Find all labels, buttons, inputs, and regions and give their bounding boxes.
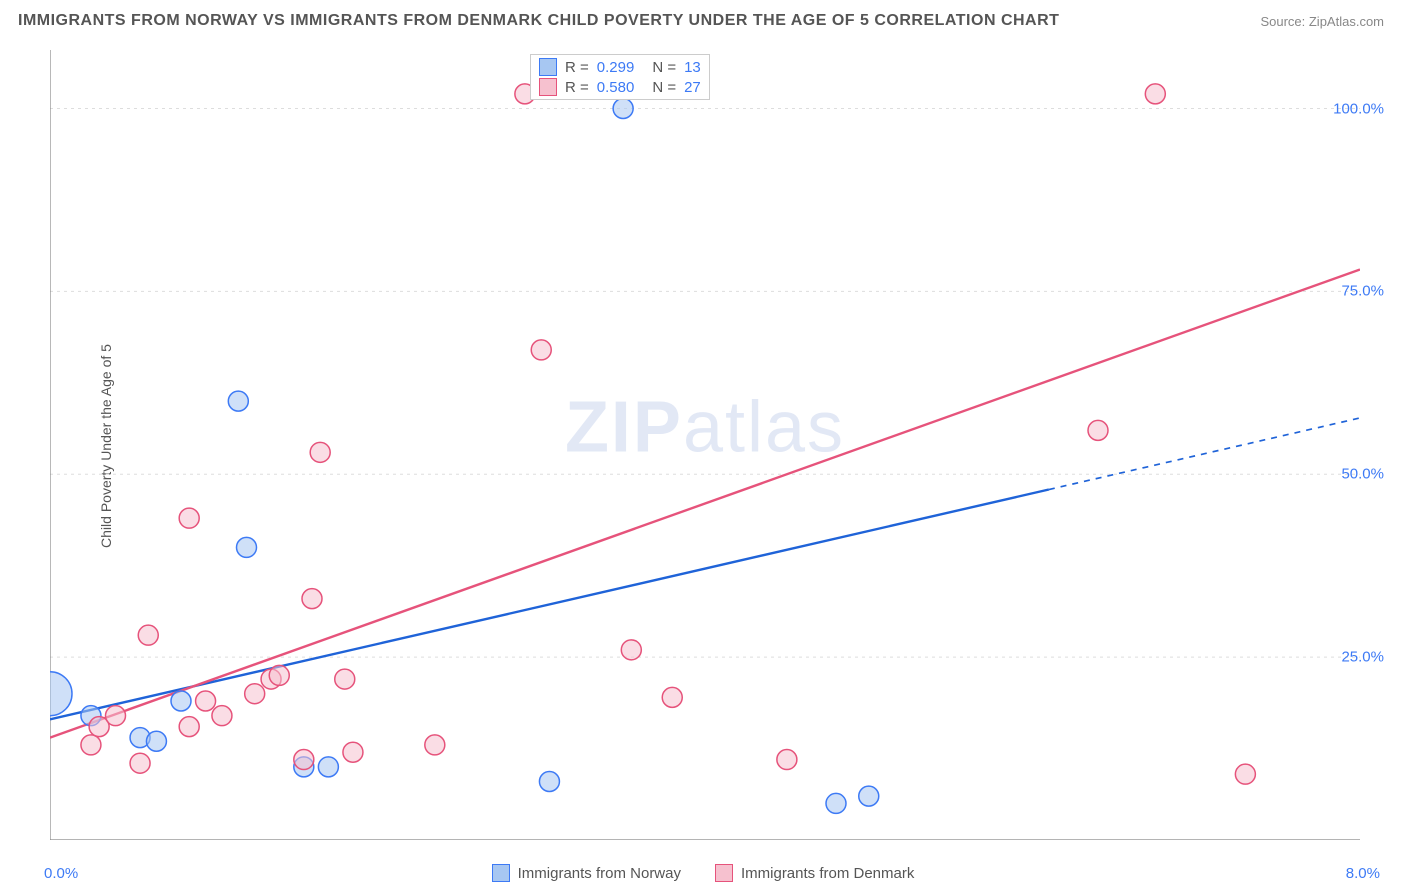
scatter-svg (50, 50, 1360, 840)
n-value-norway: 13 (684, 59, 701, 76)
swatch-denmark (539, 78, 557, 96)
source-attribution: Source: ZipAtlas.com (1260, 14, 1384, 29)
legend-row-norway: R = 0.299 N = 13 (537, 57, 703, 77)
legend-item-denmark: Immigrants from Denmark (715, 864, 914, 882)
swatch-norway-icon (492, 864, 510, 882)
r-value-norway: 0.299 (597, 59, 635, 76)
y-tick-label: 100.0% (1333, 100, 1384, 117)
chart-title: IMMIGRANTS FROM NORWAY VS IMMIGRANTS FRO… (18, 12, 1059, 30)
y-tick-label: 75.0% (1341, 283, 1384, 300)
legend-item-norway: Immigrants from Norway (492, 864, 681, 882)
y-tick-label: 25.0% (1341, 649, 1384, 666)
y-tick-label: 50.0% (1341, 466, 1384, 483)
legend-label-norway: Immigrants from Norway (518, 865, 681, 882)
legend-row-denmark: R = 0.580 N = 27 (537, 77, 703, 97)
r-label: R = (565, 59, 589, 76)
chart-plot: ZIPatlas (50, 50, 1360, 845)
series-legend: Immigrants from Norway Immigrants from D… (0, 864, 1406, 882)
swatch-norway (539, 58, 557, 76)
swatch-denmark-icon (715, 864, 733, 882)
r-label: R = (565, 79, 589, 96)
legend-label-denmark: Immigrants from Denmark (741, 865, 914, 882)
n-label: N = (652, 59, 676, 76)
n-value-denmark: 27 (684, 79, 701, 96)
n-label: N = (652, 79, 676, 96)
r-value-denmark: 0.580 (597, 79, 635, 96)
correlation-legend: R = 0.299 N = 13 R = 0.580 N = 27 (530, 54, 710, 100)
